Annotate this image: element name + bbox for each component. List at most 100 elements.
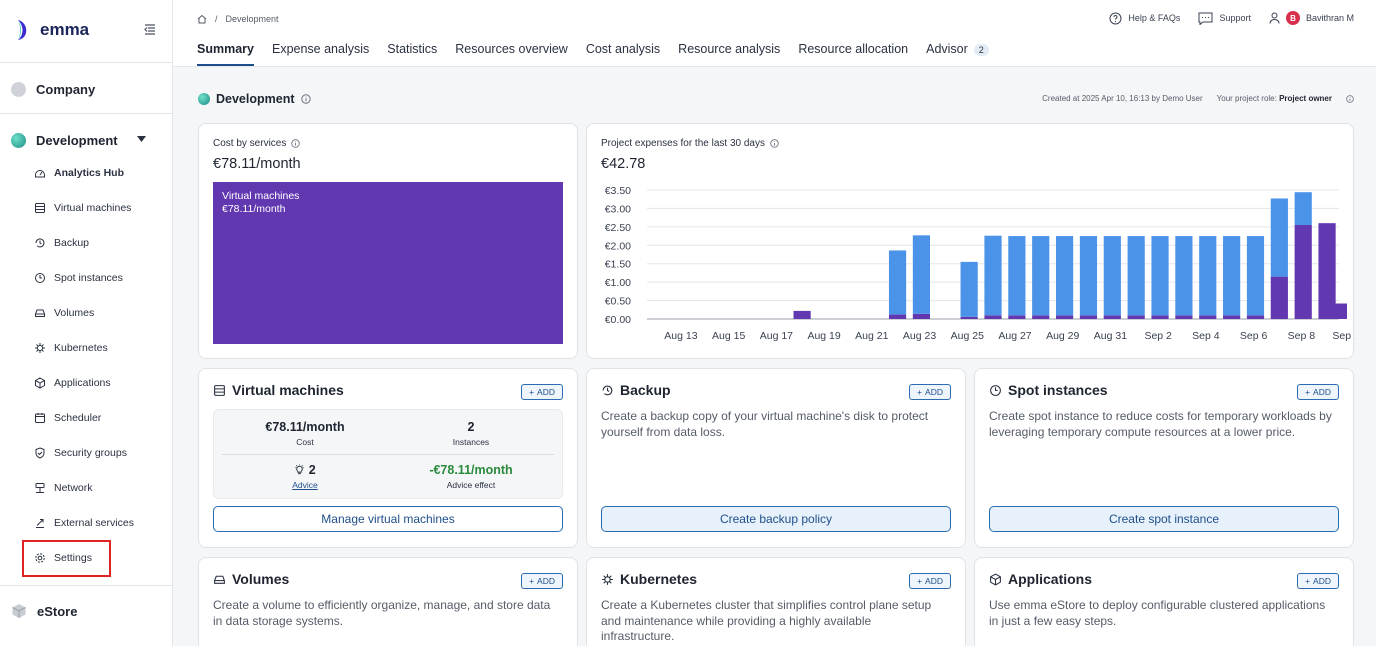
add-volume-button[interactable]: + ADD <box>521 573 563 589</box>
tab-advisor[interactable]: Advisor 2 <box>926 42 989 66</box>
advisor-count-badge: 2 <box>973 44 989 56</box>
add-kubernetes-button[interactable]: + ADD <box>909 573 951 589</box>
bar-segment[interactable] <box>1127 315 1145 319</box>
bar-segment[interactable] <box>1199 236 1217 316</box>
info-icon[interactable] <box>300 94 311 104</box>
treemap-block-name: Virtual machines <box>222 190 300 202</box>
user-icon <box>1269 12 1280 24</box>
sidebar-item-scheduler[interactable]: Scheduler <box>34 407 166 429</box>
bar-segment[interactable] <box>1246 236 1265 316</box>
sidebar-item-applications[interactable]: Applications <box>34 372 166 394</box>
info-icon[interactable] <box>291 139 301 148</box>
info-icon[interactable] <box>770 139 779 148</box>
bar-segment[interactable] <box>960 316 978 319</box>
tab-expense-analysis[interactable]: Expense analysis <box>271 42 370 56</box>
sidebar-project[interactable]: Development <box>0 130 173 150</box>
bar-segment[interactable] <box>793 310 811 319</box>
sidebar-company[interactable]: Company <box>0 79 173 99</box>
bar-segment[interactable] <box>1175 315 1193 319</box>
bar-segment[interactable] <box>1246 315 1265 319</box>
sidebar-item-settings[interactable]: Settings <box>34 547 166 569</box>
bar-segment[interactable] <box>1008 236 1026 316</box>
sidebar-item-kubernetes[interactable]: Kubernetes <box>34 337 166 359</box>
advice-link[interactable]: Advice <box>292 480 318 490</box>
tab-summary[interactable]: Summary <box>197 42 254 66</box>
bar-segment[interactable] <box>1055 236 1074 316</box>
add-application-button[interactable]: + ADD <box>1297 573 1339 589</box>
bar-segment[interactable] <box>1270 276 1288 319</box>
support-link[interactable]: Support <box>1198 12 1251 25</box>
bar-segment[interactable] <box>1079 315 1098 319</box>
vm-instances-stat: 2 Instances <box>396 420 546 447</box>
sidebar-item-analytics-hub[interactable]: Analytics Hub <box>34 162 166 184</box>
card-label-text: Cost by services <box>213 138 287 149</box>
emma-logo[interactable]: emma <box>12 18 89 42</box>
bar-segment[interactable] <box>1103 315 1121 319</box>
add-backup-button[interactable]: + ADD <box>909 384 951 400</box>
info-icon[interactable] <box>1346 94 1354 103</box>
sidebar-item-backup[interactable]: Backup <box>34 232 166 254</box>
x-tick-label: Aug 23 <box>903 330 936 342</box>
user-menu[interactable]: B Bavithran M <box>1269 11 1354 25</box>
bar-segment[interactable] <box>960 261 978 317</box>
bar-segment[interactable] <box>1294 192 1312 226</box>
bar-segment[interactable] <box>1008 315 1026 319</box>
bar-segment[interactable] <box>1329 303 1347 319</box>
treemap-block-value: €78.11/month <box>222 203 286 215</box>
y-tick-label: €0.50 <box>605 296 631 308</box>
add-spot-instance-button[interactable]: + ADD <box>1297 384 1339 400</box>
sidebar-item-spot-instances[interactable]: Spot instances <box>34 267 166 289</box>
bar-segment[interactable] <box>1223 236 1241 316</box>
help-link[interactable]: Help & FAQs <box>1109 12 1180 25</box>
sidebar-item-external-services[interactable]: External services <box>34 512 166 534</box>
bar-segment[interactable] <box>912 313 931 319</box>
sidebar-item-network[interactable]: Network <box>34 477 166 499</box>
sidebar-item-label: Kubernetes <box>54 342 108 354</box>
bar-segment[interactable] <box>888 314 907 319</box>
tab-resource-analysis[interactable]: Resource analysis <box>678 42 781 56</box>
bar-segment[interactable] <box>1223 315 1241 319</box>
sidebar-item-volumes[interactable]: Volumes <box>34 302 166 324</box>
treemap-block-virtual-machines[interactable]: Virtual machines €78.11/month <box>213 182 563 344</box>
y-tick-label: €0.00 <box>605 314 631 326</box>
bar-segment[interactable] <box>1127 236 1145 316</box>
bar-segment[interactable] <box>1103 236 1121 316</box>
sidebar-estore[interactable]: eStore <box>0 601 173 621</box>
tab-cost-analysis[interactable]: Cost analysis <box>585 42 661 56</box>
tab-resources-overview[interactable]: Resources overview <box>455 42 568 56</box>
bar-segment[interactable] <box>1318 223 1336 319</box>
divider <box>0 585 173 586</box>
sidebar-item-label: Volumes <box>54 307 95 319</box>
plus-icon: + <box>1305 387 1311 397</box>
stat-label: Cost <box>296 437 314 447</box>
add-virtual-machine-button[interactable]: + ADD <box>521 384 563 400</box>
bar-segment[interactable] <box>984 315 1002 319</box>
bar-segment[interactable] <box>1032 236 1050 316</box>
bar-segment[interactable] <box>1079 236 1098 316</box>
collapse-sidebar-icon[interactable] <box>142 22 158 38</box>
bar-segment[interactable] <box>1175 236 1193 316</box>
bar-segment[interactable] <box>1151 236 1169 316</box>
bar-segment[interactable] <box>984 235 1002 316</box>
bar-segment[interactable] <box>888 250 907 315</box>
manage-virtual-machines-button[interactable]: Manage virtual machines <box>213 506 563 532</box>
card-description: Use emma eStore to deploy configurable c… <box>989 598 1326 628</box>
tab-resource-allocation[interactable]: Resource allocation <box>798 42 909 56</box>
y-tick-label: €1.00 <box>605 277 631 289</box>
bar-segment[interactable] <box>1151 315 1169 319</box>
sidebar-item-virtual-machines[interactable]: Virtual machines <box>34 197 166 219</box>
bar-segment[interactable] <box>1055 315 1074 319</box>
create-spot-instance-button[interactable]: Create spot instance <box>989 506 1339 532</box>
sidebar-item-label: Spot instances <box>54 272 123 284</box>
company-icon <box>11 81 26 97</box>
bar-segment[interactable] <box>1032 315 1050 319</box>
tab-statistics[interactable]: Statistics <box>387 42 438 56</box>
bar-segment[interactable] <box>1270 198 1288 277</box>
role-label: Your project role: <box>1216 94 1277 103</box>
create-backup-policy-button[interactable]: Create backup policy <box>601 506 951 532</box>
bar-segment[interactable] <box>1199 315 1217 319</box>
bar-segment[interactable] <box>912 235 931 314</box>
bar-segment[interactable] <box>1294 225 1312 319</box>
sidebar-item-security-groups[interactable]: Security groups <box>34 442 166 464</box>
home-icon[interactable] <box>197 14 207 24</box>
